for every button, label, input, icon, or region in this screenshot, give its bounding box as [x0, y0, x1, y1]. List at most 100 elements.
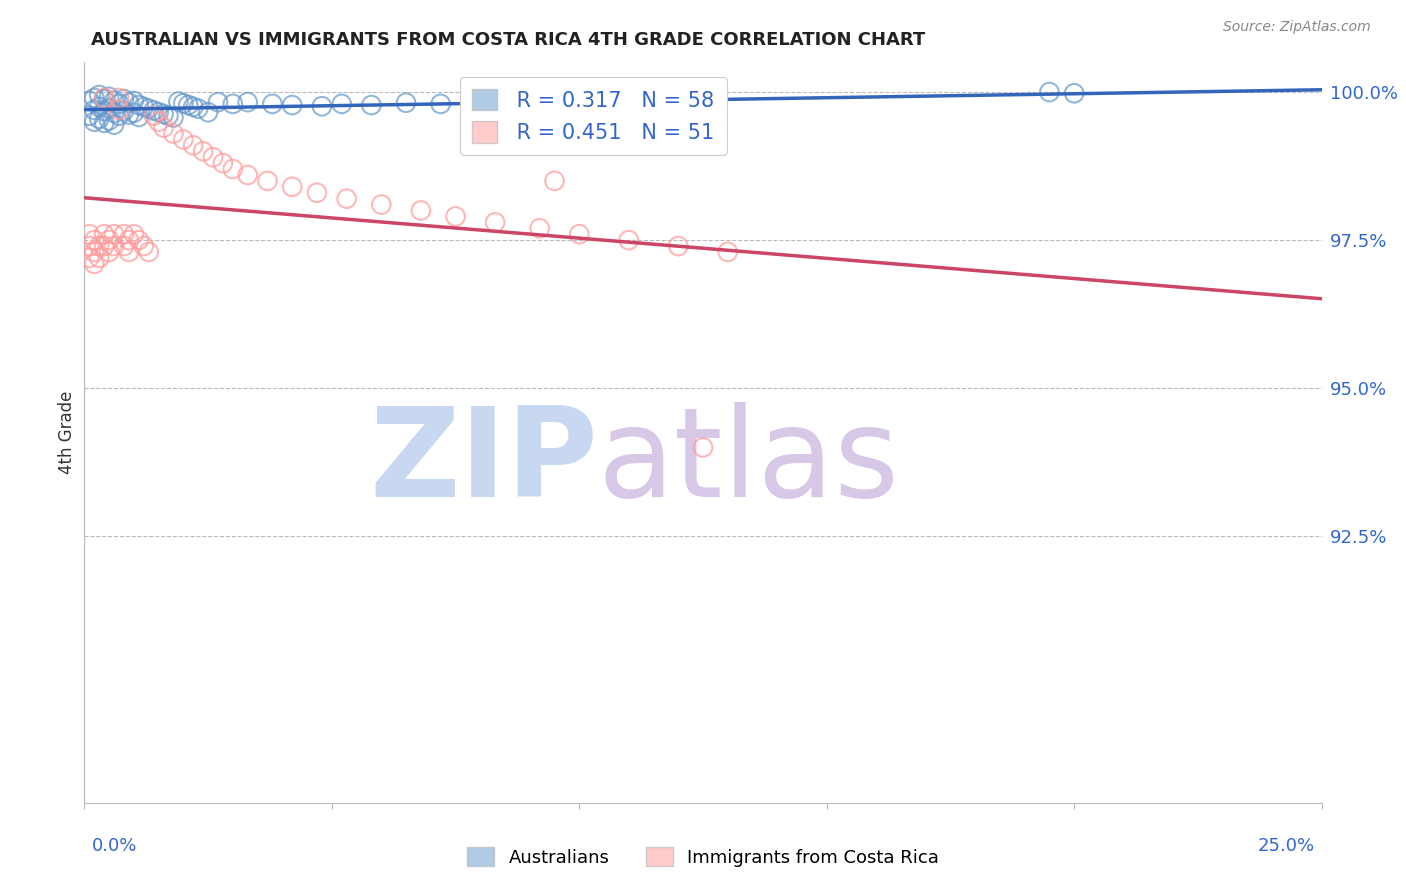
- Point: [409, 203, 432, 218]
- Point: [236, 168, 259, 182]
- Point: [692, 441, 714, 455]
- Point: [93, 91, 115, 105]
- Point: [108, 109, 131, 123]
- Point: [172, 96, 194, 111]
- Point: [93, 239, 115, 253]
- Point: [460, 98, 482, 112]
- Point: [83, 114, 105, 128]
- Point: [93, 92, 115, 106]
- Point: [148, 114, 170, 128]
- Point: [89, 112, 111, 126]
- Point: [256, 174, 278, 188]
- Point: [79, 109, 101, 123]
- Point: [330, 96, 353, 111]
- Point: [83, 244, 105, 259]
- Point: [89, 239, 111, 253]
- Point: [138, 244, 160, 259]
- Point: [494, 95, 516, 110]
- Point: [112, 227, 135, 242]
- Point: [148, 105, 170, 120]
- Text: atlas: atlas: [598, 401, 900, 523]
- Point: [118, 107, 141, 121]
- Point: [152, 120, 174, 135]
- Point: [98, 244, 121, 259]
- Point: [643, 96, 665, 111]
- Point: [103, 239, 125, 253]
- Point: [568, 227, 591, 242]
- Point: [177, 98, 200, 112]
- Point: [162, 111, 184, 125]
- Text: ZIP: ZIP: [370, 401, 598, 523]
- Point: [132, 100, 155, 114]
- Point: [181, 138, 204, 153]
- Point: [138, 102, 160, 116]
- Point: [103, 105, 125, 120]
- Point: [311, 99, 333, 113]
- Point: [98, 90, 121, 104]
- Point: [112, 239, 135, 253]
- Point: [607, 96, 630, 111]
- Point: [717, 244, 740, 259]
- Point: [187, 102, 209, 116]
- Point: [142, 109, 165, 123]
- Point: [207, 95, 229, 109]
- Point: [568, 95, 591, 110]
- Point: [336, 192, 359, 206]
- Point: [157, 109, 180, 123]
- Point: [543, 174, 565, 188]
- Point: [103, 118, 125, 132]
- Point: [666, 239, 689, 253]
- Point: [172, 132, 194, 146]
- Point: [89, 100, 111, 114]
- Point: [429, 96, 451, 111]
- Point: [112, 103, 135, 118]
- Point: [83, 257, 105, 271]
- Point: [128, 233, 150, 247]
- Point: [118, 244, 141, 259]
- Point: [370, 197, 392, 211]
- Point: [617, 233, 640, 247]
- Text: 25.0%: 25.0%: [1257, 837, 1315, 855]
- Point: [83, 103, 105, 117]
- Point: [93, 116, 115, 130]
- Point: [103, 227, 125, 242]
- Point: [122, 94, 145, 108]
- Point: [83, 233, 105, 247]
- Point: [79, 227, 101, 242]
- Point: [360, 98, 382, 112]
- Point: [122, 227, 145, 242]
- Point: [1038, 85, 1060, 99]
- Point: [128, 110, 150, 124]
- Point: [103, 94, 125, 108]
- Point: [128, 98, 150, 112]
- Point: [83, 91, 105, 105]
- Point: [305, 186, 328, 200]
- Point: [79, 239, 101, 253]
- Point: [1063, 87, 1085, 101]
- Point: [98, 102, 121, 116]
- Point: [236, 95, 259, 109]
- Point: [212, 156, 235, 170]
- Point: [79, 94, 101, 108]
- Point: [93, 103, 115, 118]
- Point: [167, 95, 190, 109]
- Point: [108, 96, 131, 111]
- Point: [529, 221, 551, 235]
- Point: [484, 215, 506, 229]
- Y-axis label: 4th Grade: 4th Grade: [58, 391, 76, 475]
- Point: [79, 251, 101, 265]
- Point: [162, 127, 184, 141]
- Point: [108, 103, 131, 117]
- Point: [444, 210, 467, 224]
- Point: [93, 227, 115, 242]
- Point: [89, 88, 111, 103]
- Text: Source: ZipAtlas.com: Source: ZipAtlas.com: [1223, 20, 1371, 34]
- Point: [112, 92, 135, 106]
- Point: [118, 233, 141, 247]
- Point: [89, 251, 111, 265]
- Point: [132, 239, 155, 253]
- Point: [98, 113, 121, 128]
- Point: [395, 95, 418, 110]
- Point: [98, 233, 121, 247]
- Point: [191, 145, 214, 159]
